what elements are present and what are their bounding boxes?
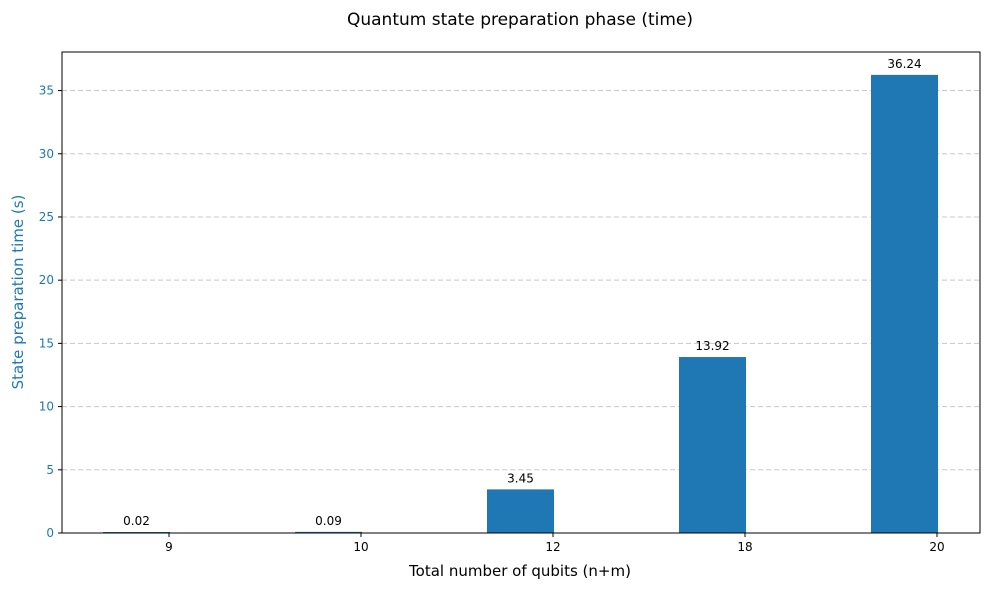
x-tick-label-9: 9 [165, 540, 173, 554]
x-tick-label-10: 10 [353, 540, 368, 554]
y-axis-ticks: 0 5 10 15 20 25 30 35 [39, 84, 62, 540]
y-tick-label-5: 5 [46, 463, 54, 477]
x-axis-label: Total number of qubits (n+m) [408, 562, 631, 580]
data-label-12: 3.45 [507, 471, 534, 485]
bar-10 [295, 531, 362, 533]
x-tick-label-18: 18 [737, 540, 752, 554]
bar-20 [871, 74, 938, 534]
plot-area-frame [61, 51, 981, 534]
chart-title: Quantum state preparation phase (time) [347, 10, 693, 30]
y-axis-label: State preparation time (s) [9, 195, 27, 390]
y-tick-label-20: 20 [39, 273, 54, 287]
data-label-9: 0.02 [123, 514, 150, 528]
y-tick-label-15: 15 [39, 336, 54, 350]
y-tick-label-30: 30 [39, 147, 54, 161]
bar-12 [487, 489, 554, 533]
grid-lines [62, 90, 980, 471]
x-tick-label-12: 12 [545, 540, 560, 554]
bars [103, 74, 938, 534]
y-tick-label-0: 0 [46, 526, 54, 540]
x-tick-label-20: 20 [929, 540, 944, 554]
x-axis-ticks: 9 10 12 18 20 [165, 533, 945, 554]
data-label-20: 36.24 [887, 57, 921, 71]
y-tick-label-35: 35 [39, 84, 54, 98]
y-tick-label-25: 25 [39, 210, 54, 224]
data-label-18: 13.92 [695, 339, 729, 353]
bar-18 [679, 357, 746, 533]
y-tick-label-10: 10 [39, 400, 54, 414]
data-label-10: 0.09 [315, 514, 342, 528]
data-labels: 0.02 0.09 3.45 13.92 36.24 [123, 57, 922, 528]
